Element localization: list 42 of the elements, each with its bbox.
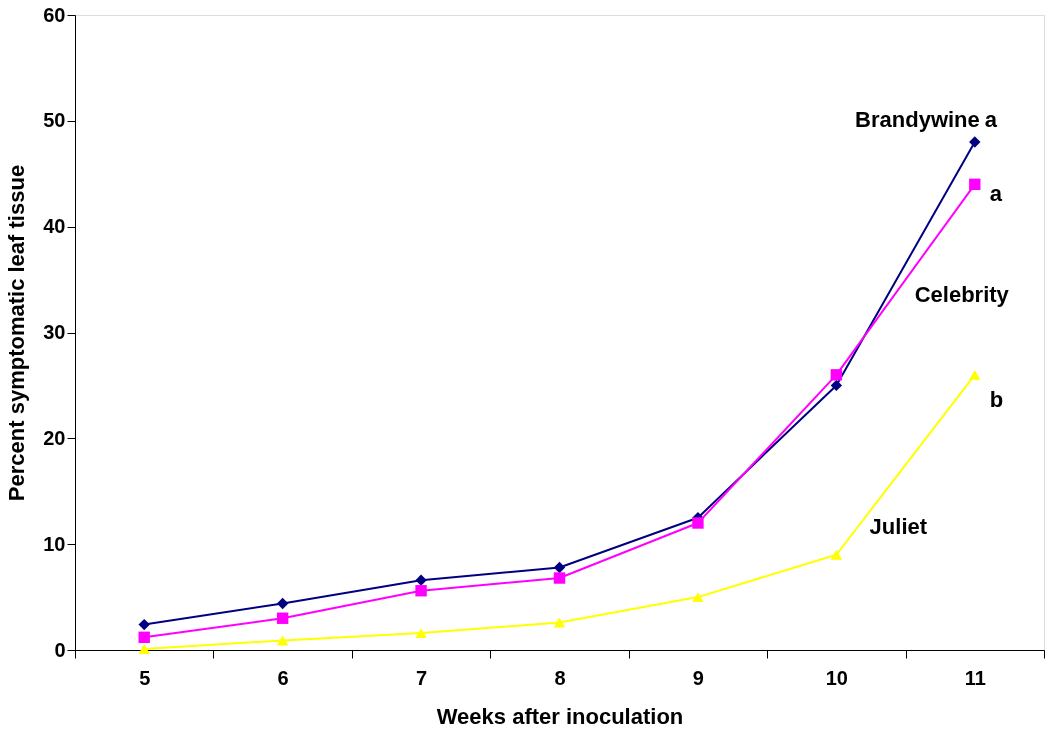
point — [830, 369, 843, 381]
point — [830, 379, 843, 392]
point — [692, 517, 704, 529]
series-label: Celebrity — [914, 282, 1010, 308]
annotation: a — [984, 107, 998, 132]
point — [553, 617, 566, 628]
point — [553, 572, 566, 584]
annotation: b — [989, 386, 1004, 412]
y-tick-label: 40 — [43, 215, 66, 238]
x-tick-label: 5 — [139, 666, 151, 689]
y-tick-label: 60 — [43, 3, 66, 26]
x-tick-label: 10 — [825, 666, 848, 689]
x-tick-label: 7 — [416, 666, 428, 689]
point — [969, 369, 981, 380]
y-tick-label: 0 — [54, 638, 66, 661]
point — [276, 597, 289, 610]
point — [969, 136, 981, 148]
y-tick-label: 30 — [43, 321, 66, 343]
point — [138, 631, 150, 643]
point — [415, 574, 427, 586]
x-tick-label: 11 — [964, 666, 986, 689]
y-tick-label: 10 — [43, 532, 66, 555]
point — [138, 644, 150, 654]
series-label: Brandywine — [855, 107, 980, 132]
y-axis-title: Percent symptomatic leaf tissue — [4, 164, 30, 502]
x-tick-label: 9 — [692, 666, 704, 689]
series-label: Juliet — [869, 513, 928, 539]
point — [276, 635, 289, 646]
x-axis-title: Weeks after inoculation — [436, 703, 684, 729]
point — [415, 585, 427, 597]
y-tick-label: 50 — [43, 109, 66, 132]
point — [692, 592, 704, 603]
point — [415, 628, 427, 638]
annotation: a — [989, 181, 1003, 207]
point — [276, 612, 289, 624]
point — [830, 549, 843, 560]
y-tick-label: 20 — [43, 426, 66, 449]
x-tick-label: 6 — [277, 666, 289, 689]
point — [553, 561, 566, 574]
point — [138, 618, 150, 631]
point — [969, 178, 981, 191]
x-tick-label: 8 — [554, 666, 566, 689]
